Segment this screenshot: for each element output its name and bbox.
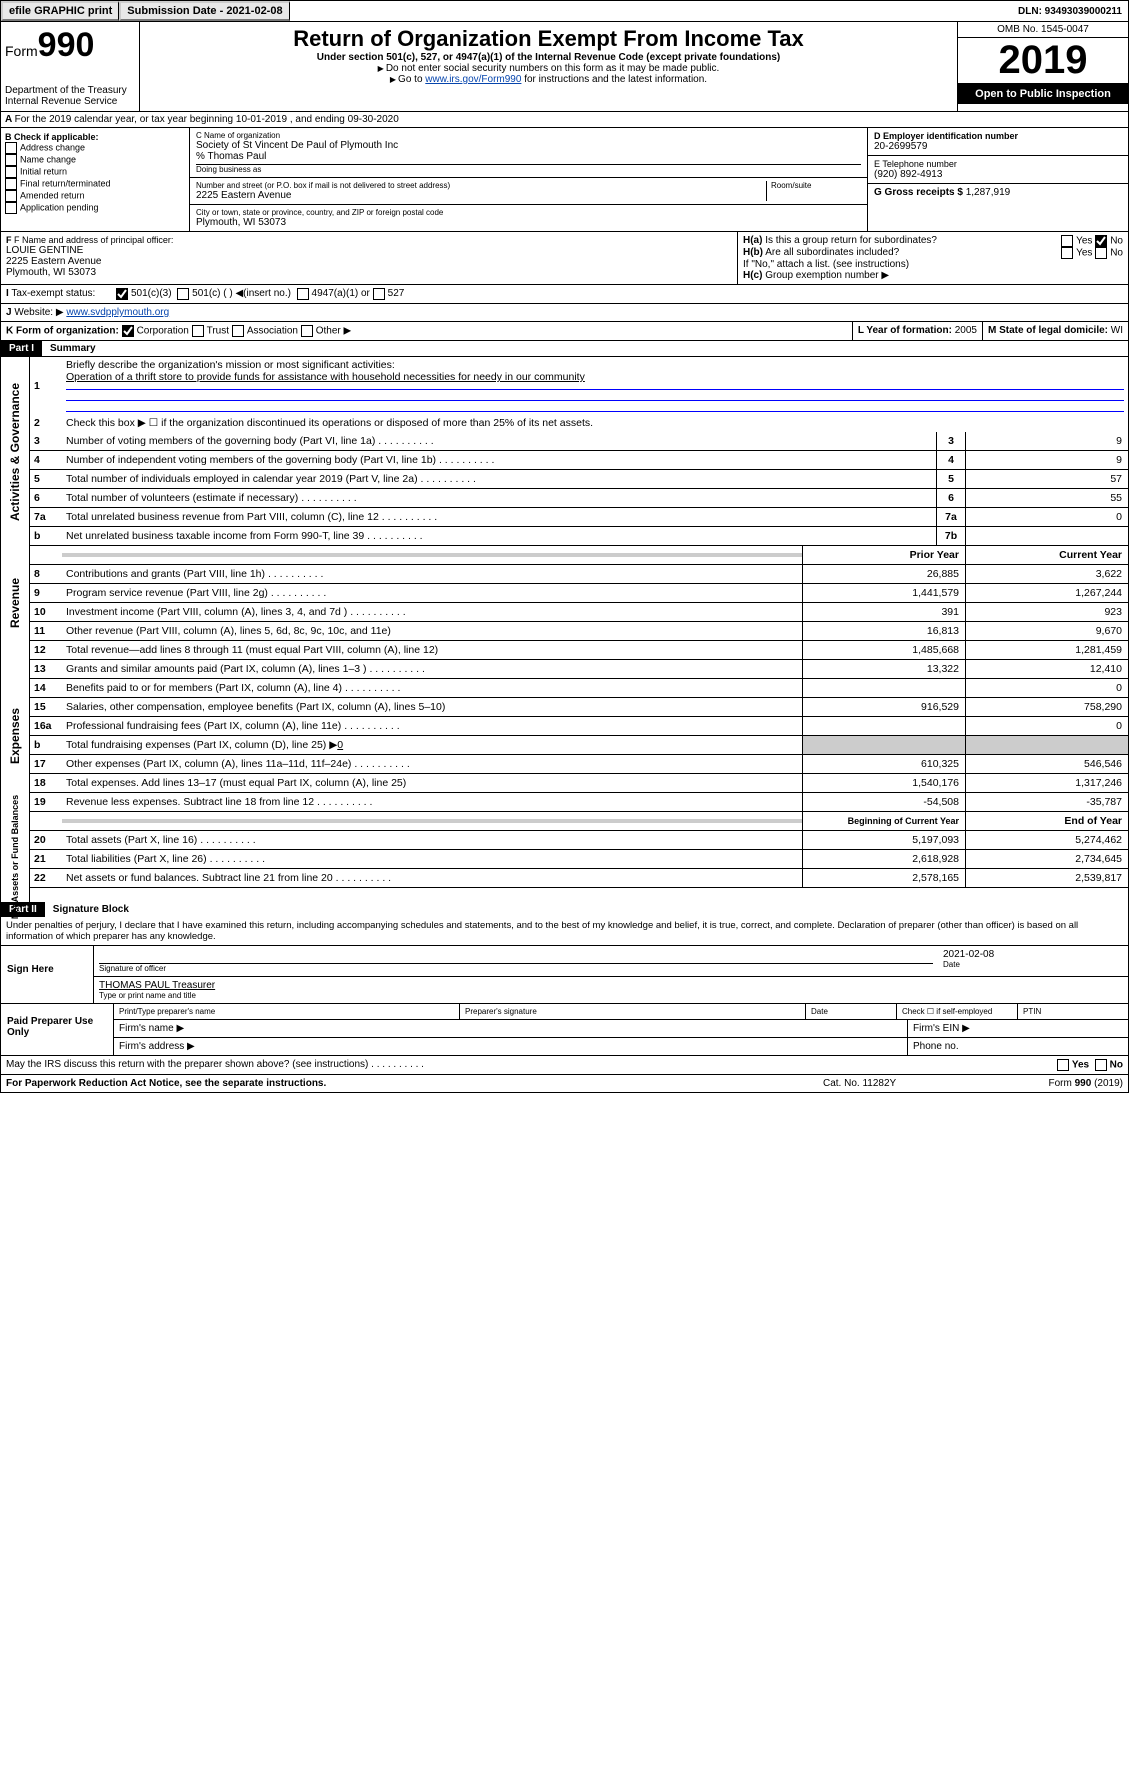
phone: (920) 892-4913 bbox=[874, 169, 1122, 180]
tax-year: For the 2019 calendar year, or tax year … bbox=[15, 114, 399, 125]
paid-preparer-label: Paid Preparer Use Only bbox=[1, 1004, 114, 1055]
form-title-block: Return of Organization Exempt From Incom… bbox=[140, 22, 958, 111]
gross-receipts: 1,287,919 bbox=[966, 187, 1011, 198]
org-name: Society of St Vincent De Paul of Plymout… bbox=[196, 140, 861, 151]
part1-bar: Part I bbox=[1, 341, 42, 356]
submission-date-btn[interactable]: Submission Date - 2021-02-08 bbox=[119, 1, 289, 21]
section-f: F F Name and address of principal office… bbox=[1, 232, 738, 284]
form-footer: Form 990 (2019) bbox=[983, 1078, 1123, 1089]
section-c: C Name of organization Society of St Vin… bbox=[190, 128, 867, 231]
website-link[interactable]: www.svdpplymouth.org bbox=[66, 307, 169, 318]
topbar: efile GRAPHIC print Submission Date - 20… bbox=[1, 1, 1128, 22]
ein: 20-2699579 bbox=[874, 141, 1122, 152]
irs-link[interactable]: www.irs.gov/Form990 bbox=[425, 74, 521, 85]
mission-text: Operation of a thrift store to provide f… bbox=[66, 371, 585, 383]
sidebar-expenses: Expenses bbox=[1, 660, 30, 812]
discuss-text: May the IRS discuss this return with the… bbox=[6, 1059, 1057, 1071]
section-k: K Form of organization: Corporation Trus… bbox=[1, 322, 853, 340]
section-j: J Website: ▶ www.svdpplymouth.org bbox=[1, 304, 1128, 322]
section-b: B Check if applicable: Address change Na… bbox=[1, 128, 190, 231]
part2-bar: Part II bbox=[1, 902, 45, 917]
org-address: 2225 Eastern Avenue bbox=[196, 190, 766, 201]
cat-no: Cat. No. 11282Y bbox=[823, 1078, 983, 1089]
officer-name: THOMAS PAUL Treasurer bbox=[99, 980, 1123, 991]
section-l: L Year of formation: 2005 bbox=[853, 322, 983, 340]
perjury-text: Under penalties of perjury, I declare th… bbox=[1, 917, 1128, 946]
form-id: Form990 Department of the Treasury Inter… bbox=[1, 22, 140, 111]
efile-print-btn[interactable]: efile GRAPHIC print bbox=[1, 1, 119, 21]
form-title: Return of Organization Exempt From Incom… bbox=[144, 26, 953, 52]
sidebar-netassets: Net Assets or Fund Balances bbox=[1, 812, 30, 902]
section-i: I Tax-exempt status: 501(c)(3) 501(c) ( … bbox=[1, 285, 1128, 304]
sidebar-revenue: Revenue bbox=[1, 546, 30, 660]
org-city: Plymouth, WI 53073 bbox=[196, 217, 861, 228]
section-g: G Gross receipts $ 1,287,919 bbox=[868, 184, 1128, 201]
section-m: M State of legal domicile: WI bbox=[983, 322, 1128, 340]
sign-here-label: Sign Here bbox=[1, 946, 94, 1003]
pra-notice: For Paperwork Reduction Act Notice, see … bbox=[6, 1078, 823, 1089]
sidebar-activities: Activities & Governance bbox=[1, 357, 30, 546]
section-e: E Telephone number (920) 892-4913 bbox=[868, 156, 1128, 184]
section-d: D Employer identification number 20-2699… bbox=[868, 128, 1128, 156]
year-block: OMB No. 1545-0047 2019 Open to Public In… bbox=[958, 22, 1128, 111]
section-h: H(a) Is this a group return for subordin… bbox=[738, 232, 1128, 284]
dln: DLN: 93493039000211 bbox=[1012, 4, 1128, 19]
val-3: 9 bbox=[965, 432, 1128, 450]
